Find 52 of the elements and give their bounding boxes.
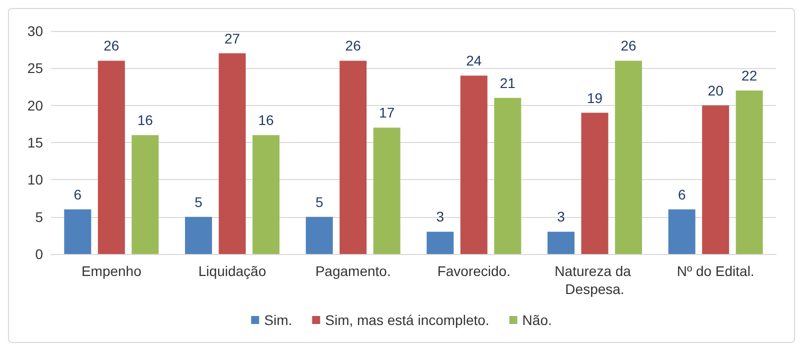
bar — [373, 128, 400, 254]
bar — [702, 105, 730, 254]
bar — [340, 60, 367, 254]
data-label: 26 — [104, 38, 120, 54]
x-tick-label: Favorecido. — [437, 263, 510, 279]
bar — [736, 90, 763, 254]
bar — [306, 216, 333, 254]
data-label: 24 — [466, 52, 482, 69]
bar — [218, 53, 246, 254]
bar — [252, 135, 280, 254]
legend-label: Sim, mas está incompleto. — [325, 312, 490, 328]
y-tick-label: 15 — [27, 134, 44, 150]
y-tick-label: 30 — [27, 23, 44, 39]
data-label: 26 — [620, 38, 636, 54]
data-label: 16 — [137, 112, 154, 128]
bar — [132, 135, 159, 254]
bar — [581, 112, 608, 254]
bar — [668, 209, 696, 254]
bar — [64, 209, 92, 254]
data-label: 5 — [315, 194, 324, 210]
bar — [426, 232, 454, 254]
y-tick-label: 20 — [27, 97, 44, 114]
data-label: 3 — [557, 208, 566, 225]
data-label: 5 — [194, 194, 203, 210]
y-tick-label: 0 — [35, 246, 44, 262]
x-tick-label: Nº do Edital. — [676, 263, 754, 279]
y-tick-label: 10 — [27, 172, 44, 188]
x-tick-label: Liquidação — [198, 263, 266, 279]
data-label: 19 — [586, 90, 603, 106]
bar — [185, 216, 212, 254]
bar — [98, 60, 125, 254]
bar — [460, 76, 488, 254]
bar — [548, 232, 574, 254]
data-label: 16 — [258, 112, 274, 128]
x-tick-label: Pagamento. — [315, 263, 391, 279]
legend-label: Sim. — [264, 312, 292, 328]
data-label: 20 — [708, 82, 724, 98]
legend-label: Não. — [522, 312, 552, 328]
y-tick-label: 25 — [27, 60, 44, 76]
x-tick-label: Natureza da Despesa. — [554, 263, 635, 297]
bar — [615, 60, 642, 254]
x-tick-label: Empenho — [81, 263, 142, 279]
data-label: 17 — [379, 104, 395, 121]
y-tick-label: 5 — [35, 208, 44, 225]
data-label: 6 — [678, 186, 686, 202]
data-label: 22 — [742, 67, 758, 84]
data-label: 21 — [500, 74, 516, 91]
data-label: 6 — [74, 186, 82, 202]
data-label: 3 — [436, 208, 444, 225]
data-label: 26 — [345, 38, 362, 54]
data-label: 27 — [224, 30, 240, 46]
bar — [494, 98, 522, 254]
